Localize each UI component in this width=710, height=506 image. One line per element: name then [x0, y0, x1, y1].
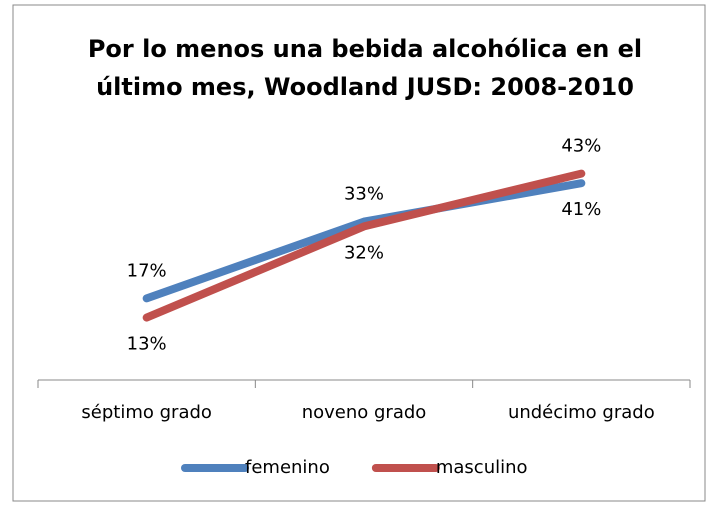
- x-tick-label: séptimo grado: [81, 402, 212, 423]
- data-label: 43%: [561, 136, 601, 157]
- data-label: 41%: [561, 199, 601, 220]
- data-label: 13%: [127, 334, 167, 355]
- legend-label: femenino: [245, 457, 330, 478]
- series-line: [142, 179, 586, 303]
- chart-border: [12, 4, 706, 502]
- legend-label: masculino: [436, 457, 528, 478]
- series-line: [142, 169, 586, 322]
- x-tick-label: noveno grado: [302, 402, 427, 423]
- data-label: 32%: [344, 242, 384, 263]
- data-label: 17%: [127, 260, 167, 281]
- data-label: 33%: [344, 184, 384, 205]
- chart-title: Por lo menos una bebida alcohólica en el…: [88, 35, 642, 101]
- x-tick-label: undécimo grado: [508, 402, 655, 423]
